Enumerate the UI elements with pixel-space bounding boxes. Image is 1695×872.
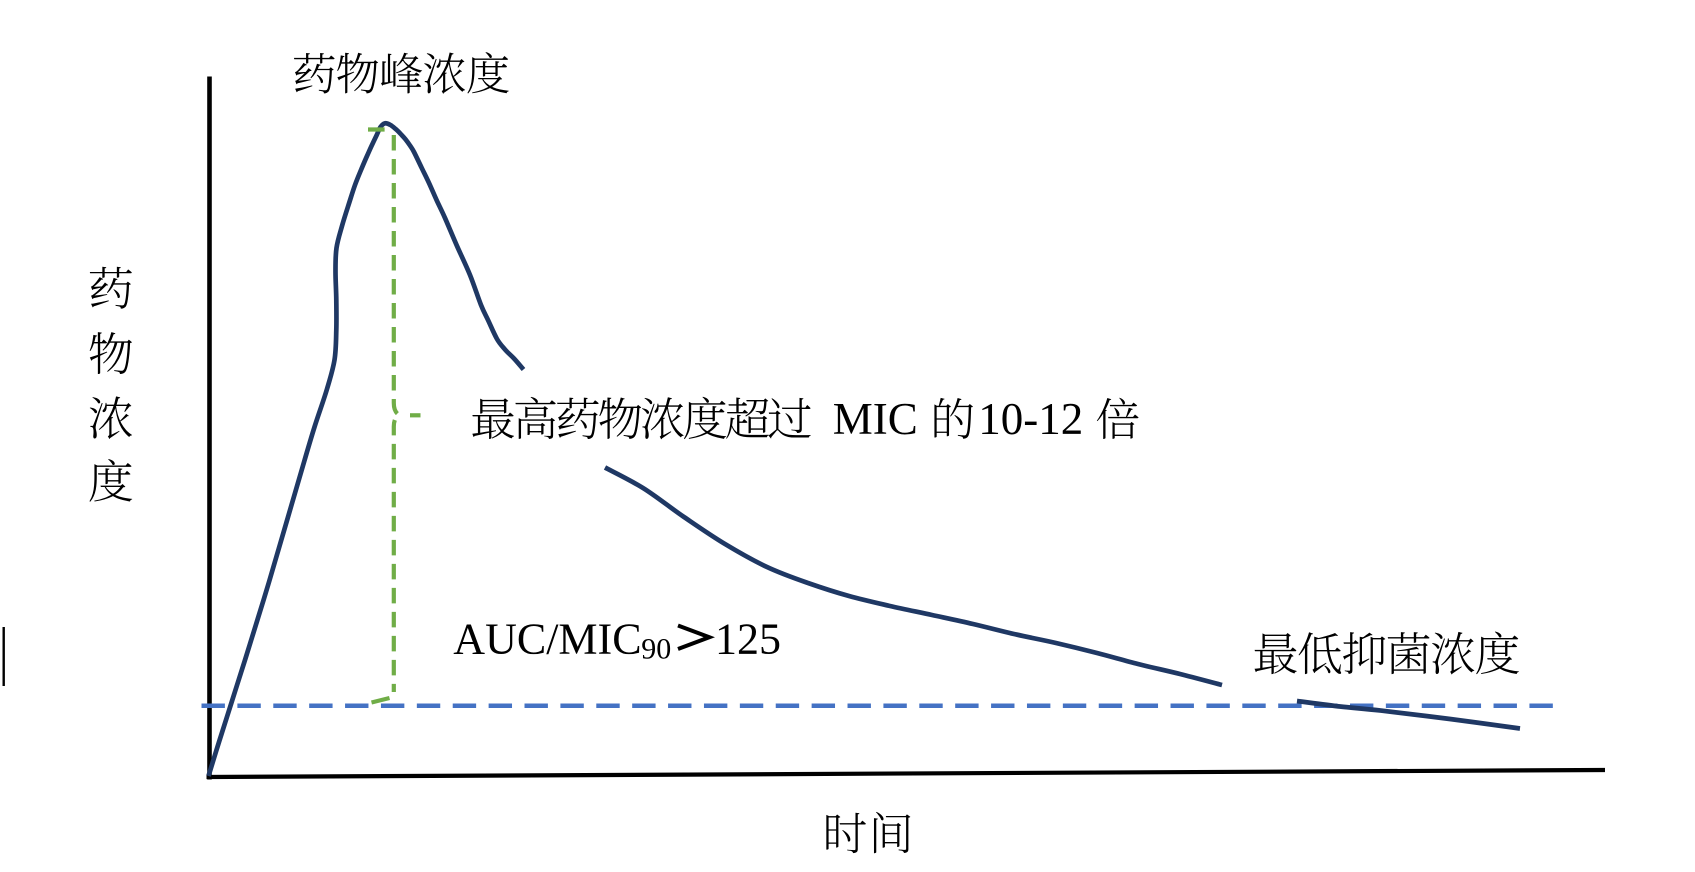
svg-text:90: 90 bbox=[641, 633, 671, 666]
svg-text:MIC: MIC bbox=[833, 394, 918, 444]
svg-text:125: 125 bbox=[715, 615, 781, 664]
svg-text:10-12: 10-12 bbox=[978, 394, 1083, 444]
svg-text:AUC/MIC: AUC/MIC bbox=[453, 615, 641, 664]
